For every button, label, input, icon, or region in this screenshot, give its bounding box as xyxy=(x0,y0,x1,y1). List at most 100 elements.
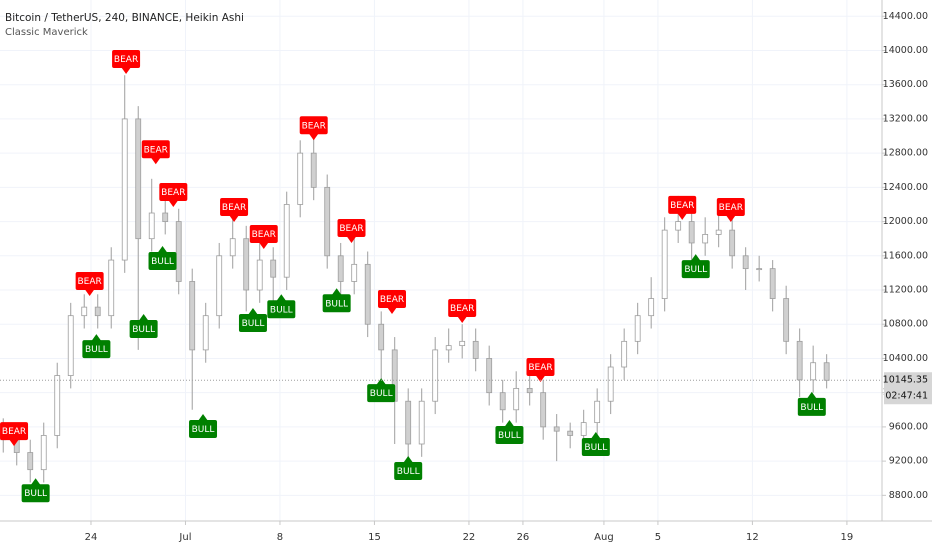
candle-body xyxy=(756,268,763,271)
signal-pointer xyxy=(690,254,701,262)
signal-box xyxy=(367,384,396,403)
signal-box xyxy=(189,420,218,439)
candle-body xyxy=(580,422,587,436)
signal-pointer xyxy=(229,215,240,223)
signal-pointer xyxy=(276,294,287,302)
candle-body xyxy=(553,426,560,432)
candle-body xyxy=(270,259,277,278)
candle-body xyxy=(634,315,641,342)
signal-label: BULL xyxy=(270,305,293,315)
signal-box xyxy=(495,426,524,445)
signal-label: BEAR xyxy=(161,188,185,198)
signal-box xyxy=(299,116,328,135)
signal-box xyxy=(337,218,366,237)
candle-body xyxy=(715,229,722,235)
y-tick-label: 8800.00 xyxy=(889,490,928,501)
signal-label: BEAR xyxy=(252,230,276,240)
signal-pointer xyxy=(84,289,95,297)
signal-box xyxy=(220,198,249,217)
signal-pointer xyxy=(247,307,258,315)
y-tick-label: 9600.00 xyxy=(889,421,928,432)
candle-body xyxy=(675,221,682,231)
signal-label: BEAR xyxy=(450,304,474,314)
y-tick-label: 14000.00 xyxy=(883,45,928,56)
candle-body xyxy=(499,392,506,411)
signal-label: BULL xyxy=(370,389,393,399)
indicator-name: Classic Maverick xyxy=(5,27,88,38)
signal-label: BEAR xyxy=(144,145,168,155)
candle-body xyxy=(229,238,236,257)
signal-pointer xyxy=(346,235,357,243)
x-tick-label: 12 xyxy=(746,532,759,543)
signal-box xyxy=(112,50,141,69)
signal-label: BULL xyxy=(684,265,707,275)
x-tick-label: 15 xyxy=(368,532,381,543)
signal-pointer xyxy=(308,133,319,141)
candle-body xyxy=(216,255,223,317)
y-tick-label: 13200.00 xyxy=(883,113,928,124)
signal-pointer xyxy=(150,157,161,165)
candle-body xyxy=(661,229,668,299)
price-axis-bg xyxy=(882,0,932,550)
candle-body xyxy=(297,152,304,205)
signal-label: BEAR xyxy=(339,224,363,234)
signal-label: BULL xyxy=(242,319,265,329)
candle-body xyxy=(594,400,601,424)
candle-body xyxy=(27,452,34,471)
signal-pointer xyxy=(168,200,179,208)
signal-box xyxy=(238,313,267,332)
signal-box xyxy=(394,461,423,480)
candle-body xyxy=(108,259,115,317)
signal-label: BEAR xyxy=(528,363,552,373)
signal-label: BEAR xyxy=(77,277,101,287)
candle-body xyxy=(162,212,169,222)
y-tick-label: 11600.00 xyxy=(883,250,928,261)
candle-body xyxy=(310,152,317,188)
signal-pointer xyxy=(258,241,269,249)
last-price-label: 10145.35 xyxy=(883,375,928,386)
signal-pointer xyxy=(504,420,515,428)
signal-pointer xyxy=(403,455,414,463)
candle-body xyxy=(189,281,196,351)
signal-box xyxy=(148,251,177,270)
candle-body xyxy=(121,118,128,261)
signal-label: BULL xyxy=(85,345,108,355)
signal-label: BULL xyxy=(584,443,607,453)
x-tick-label: 5 xyxy=(655,532,661,543)
signal-box xyxy=(141,140,170,159)
signal-pointer xyxy=(157,245,168,253)
candle-body xyxy=(40,435,47,471)
y-tick-label: 12400.00 xyxy=(883,182,928,193)
y-tick-label: 12800.00 xyxy=(883,148,928,159)
candle-body xyxy=(54,375,61,436)
candle-body xyxy=(256,259,263,291)
y-tick-label: 13600.00 xyxy=(883,79,928,90)
candle-body xyxy=(621,340,628,368)
candle-body xyxy=(769,268,776,299)
candle-body xyxy=(445,345,452,351)
candle-body xyxy=(175,221,182,282)
signal-label: BEAR xyxy=(719,203,743,213)
candle-body xyxy=(688,221,695,244)
candle-body xyxy=(135,118,142,240)
candle-body xyxy=(526,387,533,394)
candle-body xyxy=(459,340,466,347)
candle-body xyxy=(405,400,412,445)
signal-box xyxy=(668,195,697,214)
signal-box xyxy=(716,198,745,217)
candle-body xyxy=(702,234,709,244)
signal-box xyxy=(322,294,351,313)
candle-body xyxy=(472,340,479,359)
signal-pointer xyxy=(590,432,601,440)
signal-box xyxy=(378,289,406,308)
candle-body xyxy=(540,392,547,428)
signal-box xyxy=(21,484,50,503)
candle-body xyxy=(742,255,749,270)
candle-body xyxy=(418,400,425,445)
signal-box xyxy=(129,319,158,338)
signal-pointer xyxy=(331,288,342,296)
last-price-box xyxy=(884,372,932,405)
y-tick-label: 14400.00 xyxy=(883,11,928,22)
candle-body xyxy=(351,263,358,282)
